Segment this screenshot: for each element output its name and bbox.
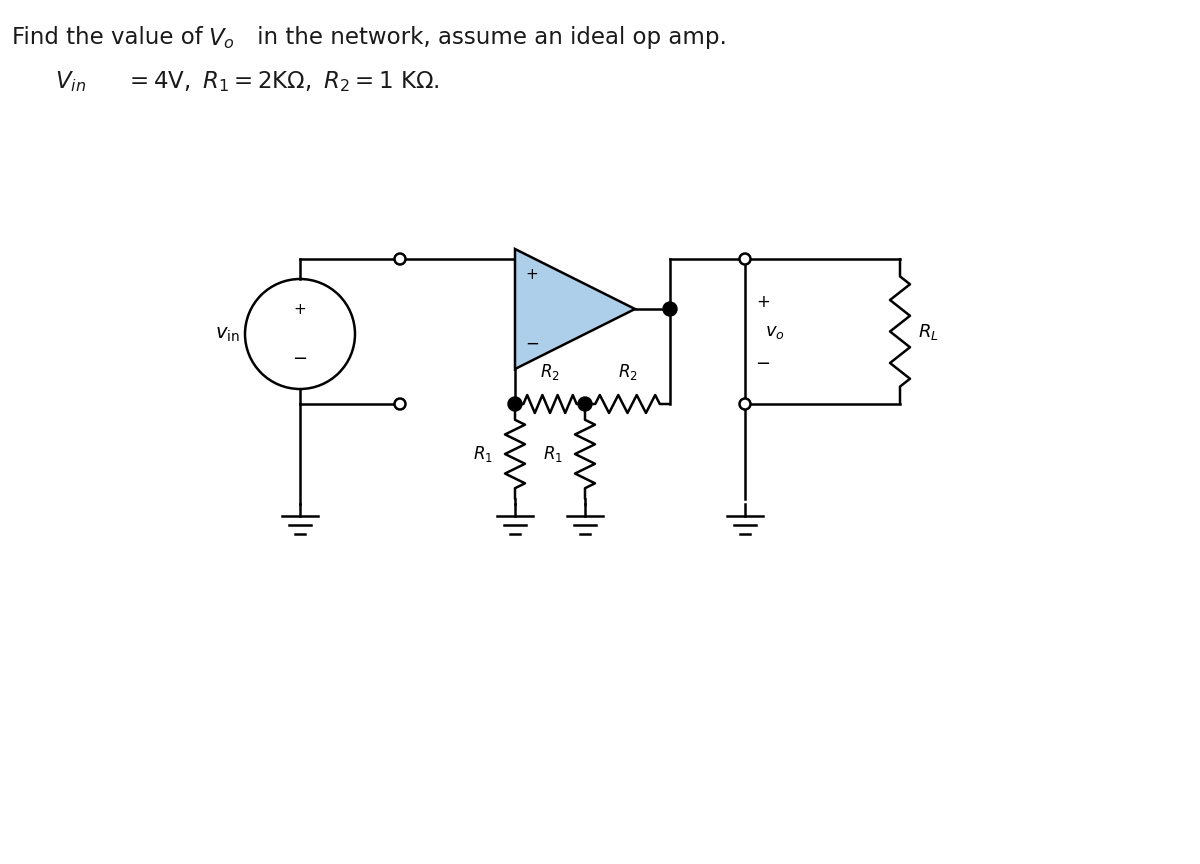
Text: $V_o$: $V_o$ xyxy=(208,26,235,51)
Text: +: + xyxy=(294,302,306,317)
Text: $R_2$: $R_2$ xyxy=(618,362,637,382)
Text: $= 4\mathrm{V},\ R_1 = 2\mathrm{K}\Omega,\ R_2{=}1\ \mathrm{K}\Omega.$: $= 4\mathrm{V},\ R_1 = 2\mathrm{K}\Omega… xyxy=(125,69,439,94)
Circle shape xyxy=(739,398,750,410)
Text: in the network, assume an ideal op amp.: in the network, assume an ideal op amp. xyxy=(250,26,727,49)
Text: −: − xyxy=(526,335,539,353)
Text: $V_{in}$: $V_{in}$ xyxy=(55,69,86,94)
Circle shape xyxy=(395,253,406,264)
Text: $R_L$: $R_L$ xyxy=(918,321,938,341)
Text: Find the value of: Find the value of xyxy=(12,26,210,49)
Circle shape xyxy=(508,397,522,411)
Text: +: + xyxy=(756,293,770,310)
Circle shape xyxy=(662,302,677,316)
Text: $v_\mathrm{in}$: $v_\mathrm{in}$ xyxy=(215,325,240,344)
Text: $R_1$: $R_1$ xyxy=(473,444,493,464)
Polygon shape xyxy=(515,249,635,369)
Text: $R_1$: $R_1$ xyxy=(544,444,563,464)
Text: +: + xyxy=(526,267,539,282)
Circle shape xyxy=(578,397,592,411)
Circle shape xyxy=(739,253,750,264)
Circle shape xyxy=(395,398,406,410)
Text: −: − xyxy=(293,350,307,368)
Text: $R_2$: $R_2$ xyxy=(540,362,560,382)
Text: −: − xyxy=(756,354,770,372)
Text: $v_o$: $v_o$ xyxy=(766,322,785,340)
